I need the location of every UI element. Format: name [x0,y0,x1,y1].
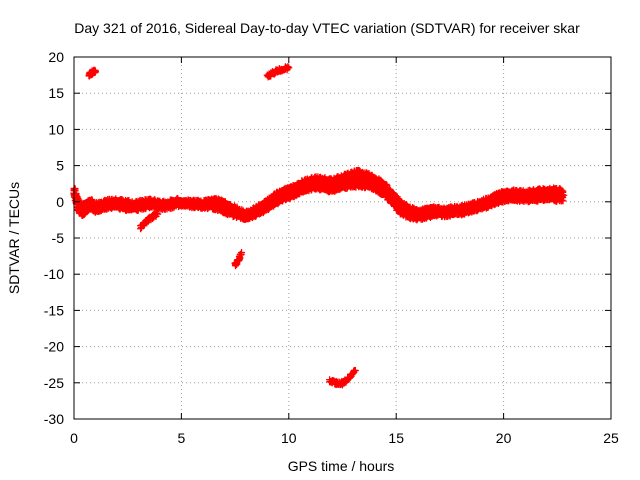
y-tick-label: -20 [44,339,64,355]
x-tick-label: 5 [178,430,186,446]
y-tick-label: -30 [44,411,64,427]
y-tick-label: 15 [48,85,64,101]
series-3-point [238,248,246,256]
y-tick-label: 0 [56,194,64,210]
series-2-point [284,63,292,71]
y-tick-label: -5 [52,230,65,246]
y-tick-label: 5 [56,158,64,174]
series-0-point [559,187,567,195]
y-tick-label: -15 [44,302,64,318]
x-tick-label: 15 [388,430,404,446]
grid-lines [74,57,611,419]
series-1-point [91,67,99,75]
axis-ticks: 0 5 10 15 20 25 20 15 10 5 0 -5 -10 -15 -20 -25 -30 [44,49,619,446]
series-5-point [351,366,359,374]
x-tick-label: 0 [70,430,78,446]
x-tick-label: 25 [603,430,619,446]
x-axis-label: GPS time / hours [288,458,395,474]
data-points [70,63,568,389]
series-4-point [154,210,162,218]
y-tick-label: -10 [44,266,64,282]
series-4-point [153,209,161,217]
y-tick-label: -25 [44,375,64,391]
series-2-point [285,64,293,72]
y-tick-label: 10 [48,121,64,137]
x-tick-label: 10 [281,430,297,446]
series-0-point [560,191,568,199]
y-axis-label: SDTVAR / TECUs [6,182,22,294]
x-tick-label: 20 [496,430,512,446]
chart-title: Day 321 of 2016, Sidereal Day-to-day VTE… [74,20,580,36]
y-tick-label: 20 [48,49,64,65]
